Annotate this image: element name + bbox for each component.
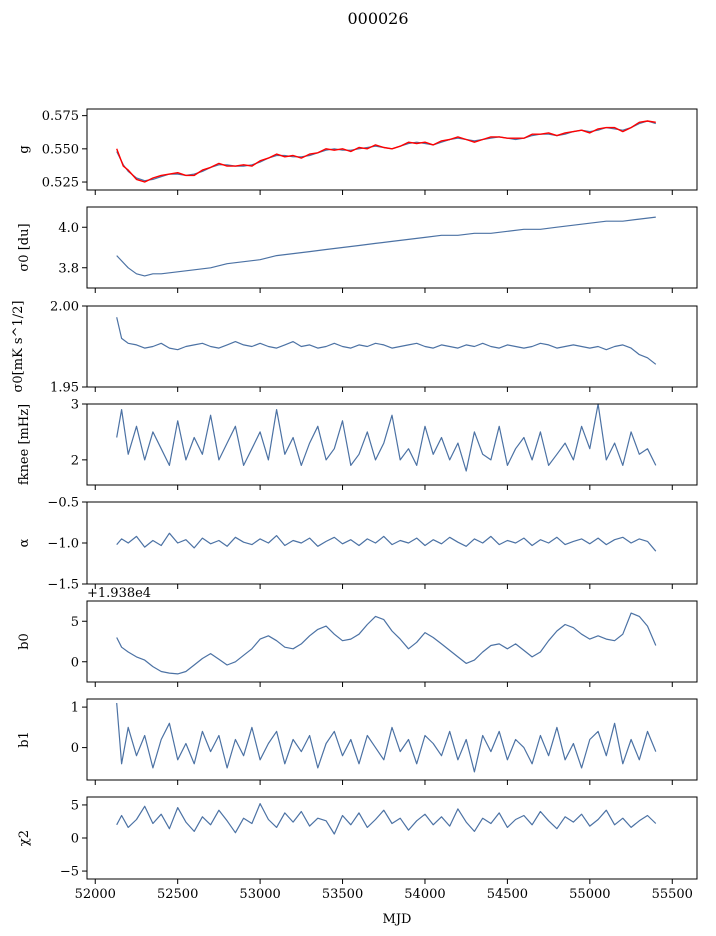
- series-line-fknee-0: [116, 403, 657, 472]
- y-tick-label-chi2-2: 5: [71, 798, 79, 813]
- y-axis-label-fknee: fknee [mHz]: [17, 404, 32, 485]
- x-tick-label-5: 54500: [487, 887, 528, 902]
- panel-g: 0.525 0.550 0.575 g: [17, 108, 698, 195]
- y-tick-label-alpha-1: −1.0: [47, 537, 79, 552]
- series-line-alpha-0: [116, 532, 657, 552]
- y-tick-label-b1-1: 1: [71, 701, 79, 716]
- x-tick-label-6: 55000: [569, 887, 610, 902]
- x-tick-label-2: 53000: [239, 887, 280, 902]
- y-tick-label-fknee-0: 2: [71, 453, 79, 468]
- y-tick-label-alpha-2: −0.5: [47, 496, 79, 511]
- series-line-sigma0-nef-0: [116, 317, 657, 365]
- offset-text-b0: +1.938e4: [87, 586, 151, 601]
- panel-chi2: −5 0 5 52000 52500 53000 53500 54000 54500 55000 5…: [17, 796, 698, 902]
- y-tick-label-g-0: 0.525: [42, 176, 79, 191]
- axes-frame-b0: [86, 600, 698, 683]
- y-tick-label-b0-0: 0: [71, 655, 79, 670]
- y-axis-label-sigma0: σ0 [du]: [17, 223, 32, 271]
- axes-frame-fknee: [86, 403, 698, 486]
- x-tick-label-3: 53500: [322, 887, 363, 902]
- series-line-b1-0: [116, 702, 657, 773]
- y-tick-label-g-2: 0.575: [42, 109, 79, 124]
- x-axis-label: MJD: [383, 912, 412, 927]
- y-tick-label-chi2-1: 0: [71, 832, 79, 847]
- series-line-chi2-0: [116, 802, 657, 835]
- panel-b0: 0 5 b0 +1.938e4: [17, 586, 698, 687]
- y-tick-label-sigma0-nef-0: 1.95: [50, 381, 79, 396]
- series-line-sigma0-0: [116, 216, 656, 277]
- y-axis-label-sigma0-nef: σ0[mK s^1/2]: [11, 301, 26, 393]
- y-tick-label-fknee-1: 3: [71, 398, 79, 413]
- figure-title: 000026: [347, 9, 408, 28]
- y-axis-label-b0: b0: [17, 633, 32, 650]
- panel-sigma0: 3.8 4.0 σ0 [du]: [17, 206, 698, 293]
- panel-alpha: −1.5 −1.0 −0.5 α: [17, 496, 698, 593]
- axes-frame-b1: [86, 698, 698, 781]
- y-tick-label-sigma0-1: 4.0: [58, 221, 79, 236]
- x-tick-label-0: 52000: [75, 887, 116, 902]
- x-tick-label-1: 52500: [157, 887, 198, 902]
- panels: 0.525 0.550 0.575 g 3.8 4.0 σ0 [du] 1.95 2.00 σ0[…: [11, 108, 698, 902]
- axes-frame-sigma0-nef: [86, 305, 698, 388]
- y-axis-label-b1: b1: [17, 731, 32, 748]
- y-tick-label-alpha-0: −1.5: [47, 578, 79, 593]
- x-tick-label-7: 55500: [652, 887, 693, 902]
- series-line-b0-0: [116, 612, 657, 675]
- y-tick-label-b1-0: 0: [71, 741, 79, 756]
- panel-sigma0-nef: 1.95 2.00 σ0[mK s^1/2]: [11, 300, 698, 396]
- y-tick-label-chi2-0: −5: [60, 865, 79, 880]
- series-line-g-1: [116, 120, 656, 183]
- series-line-g-0: [116, 120, 656, 182]
- panel-b1: 0 1 b1: [17, 698, 698, 785]
- y-tick-label-sigma0-0: 3.8: [58, 261, 79, 276]
- axes-frame-g: [86, 108, 698, 191]
- y-tick-label-b0-1: 5: [71, 615, 79, 630]
- y-axis-label-alpha: α: [17, 538, 32, 547]
- axes-frame-sigma0: [86, 206, 698, 289]
- y-axis-label-g: g: [17, 145, 32, 153]
- y-axis-label-chi2: χ2: [17, 830, 32, 846]
- x-tick-label-4: 54000: [404, 887, 445, 902]
- y-tick-label-sigma0-nef-1: 2.00: [50, 300, 79, 315]
- panel-fknee: 2 3 fknee [mHz]: [17, 398, 698, 490]
- y-tick-label-g-1: 0.550: [42, 142, 79, 157]
